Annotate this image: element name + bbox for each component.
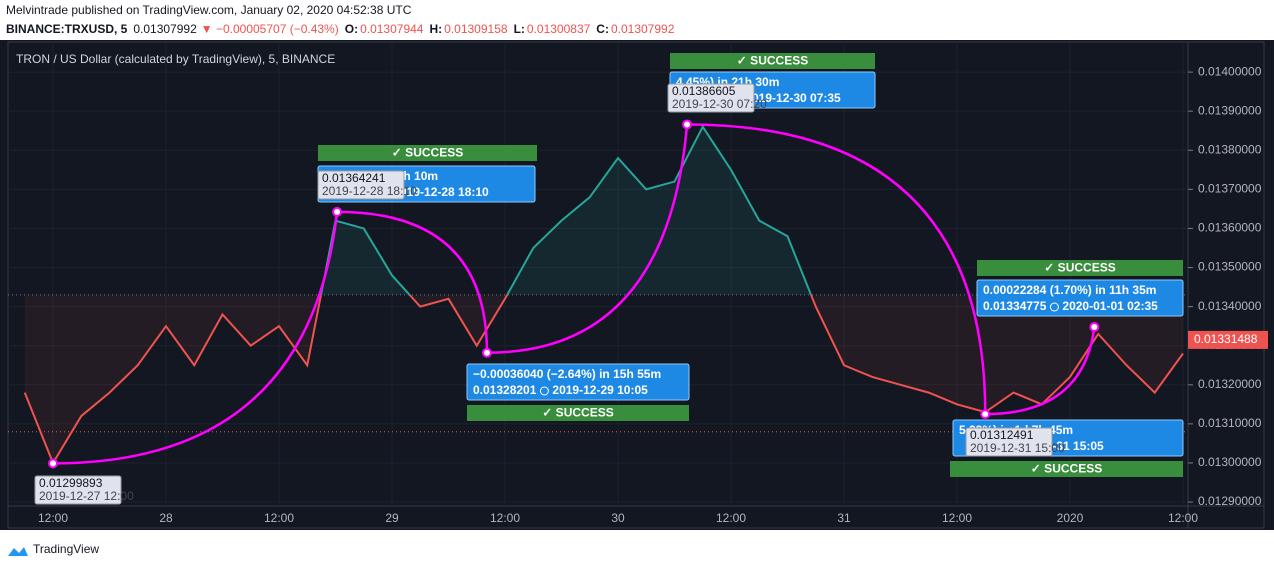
tooltip-price: 0.01312491 xyxy=(970,428,1034,442)
annotation-point xyxy=(481,347,492,358)
x-tick-label: 12:00 xyxy=(264,511,294,525)
y-tick-label: 0.01320000 xyxy=(1198,377,1262,391)
arc xyxy=(337,210,489,353)
success-box xyxy=(950,461,1183,477)
area-below xyxy=(24,294,1183,463)
header-field: ▼ −0.00005707 (−0.43%) xyxy=(201,22,339,36)
last-price-box xyxy=(1188,330,1268,349)
annotation-point xyxy=(682,119,693,130)
arc xyxy=(985,326,1096,416)
tooltip-time: 2019-12-28 18:10 xyxy=(322,184,417,198)
brand: TradingView xyxy=(33,542,99,556)
result-price: 0.01334775 xyxy=(983,299,1047,313)
success-box xyxy=(318,145,537,161)
annotation-point xyxy=(980,409,991,420)
tooltip-box xyxy=(317,170,405,200)
success-label: ✓ SUCCESS xyxy=(542,406,613,420)
y-tick-label: 0.01360000 xyxy=(1198,221,1262,235)
x-tick-label: 28 xyxy=(159,511,173,525)
success-box xyxy=(977,260,1183,276)
x-tick-label: 12:00 xyxy=(716,511,746,525)
result-change: −0.00036040 (−2.64%) in 15h 55m xyxy=(473,367,661,381)
y-tick-label: 0.01310000 xyxy=(1198,416,1262,430)
success-box xyxy=(670,53,875,69)
tooltip-price: 0.01364241 xyxy=(322,171,386,185)
x-tick-label: 12:00 xyxy=(942,511,972,525)
tooltip-time: 2019-12-27 12:00 xyxy=(39,489,134,503)
y-tick-label: 0.01290000 xyxy=(1198,494,1262,508)
y-tick-label: 0.01390000 xyxy=(1198,103,1262,117)
success-label: ✓ SUCCESS xyxy=(1031,462,1102,476)
success-label: ✓ SUCCESS xyxy=(737,54,808,68)
result-time: 2019-12-29 10:05 xyxy=(552,383,648,397)
annotation-point xyxy=(332,206,343,217)
annotation-point xyxy=(48,458,58,469)
tooltip-price: 0.01299893 xyxy=(39,476,103,490)
tooltip-time: 2019-12-31 15:00 xyxy=(970,441,1065,455)
x-tick-label: 29 xyxy=(385,511,399,525)
header-field: 0.01307992 xyxy=(133,22,197,36)
arc xyxy=(687,123,987,415)
result-detail: 019-12-30 07:35 xyxy=(752,91,841,105)
header-field: 0.01309158 xyxy=(444,22,508,36)
result-time: 2020-01-01 02:35 xyxy=(1062,299,1158,313)
y-tick-label: 0.01400000 xyxy=(1198,64,1262,78)
tooltip-price: 0.01386605 xyxy=(672,84,736,98)
header-field: O: xyxy=(345,22,358,36)
last-price-label: 0.01331488 xyxy=(1194,332,1258,346)
x-tick-label: 31 xyxy=(837,511,851,525)
result-detail: 019-12-28 18:10 xyxy=(400,185,489,199)
result-box xyxy=(976,279,1184,317)
y-tick-label: 0.01380000 xyxy=(1198,142,1262,156)
success-box xyxy=(467,405,689,421)
chart-frame xyxy=(7,41,1265,529)
header-line: Melvintrade published on TradingView.com… xyxy=(6,3,412,17)
tooltip-box xyxy=(667,83,755,113)
chart-title: TRON / US Dollar (calculated by TradingV… xyxy=(16,52,335,66)
x-tick-label: 12:00 xyxy=(38,511,68,525)
price-line-below xyxy=(23,294,1184,466)
result-change: 0.00022284 (1.70%) in 11h 35m xyxy=(983,283,1156,297)
x-tick-label: 30 xyxy=(611,511,625,525)
clock-icon xyxy=(539,386,549,396)
logo xyxy=(8,547,28,556)
result-box xyxy=(466,363,690,401)
tooltip-time: 2019-12-30 07:20 xyxy=(672,97,767,111)
header-field: 0.01307992 xyxy=(611,22,675,36)
result-price: 0.01328201 xyxy=(473,383,537,397)
success-label: ✓ SUCCESS xyxy=(392,146,463,160)
tooltip-box xyxy=(965,427,1053,457)
clock-icon xyxy=(1049,302,1059,312)
price-line-above xyxy=(319,124,813,295)
y-tick-label: 0.01340000 xyxy=(1198,299,1262,313)
y-tick-label: 0.01300000 xyxy=(1198,455,1262,469)
x-tick-label: 12:00 xyxy=(490,511,520,525)
y-tick-label: 0.01370000 xyxy=(1198,182,1262,196)
success-label: ✓ SUCCESS xyxy=(1044,261,1115,275)
header-field: L: xyxy=(514,22,525,36)
header-field: H: xyxy=(429,22,442,36)
x-tick-label: 2020 xyxy=(1057,511,1084,525)
header-field: C: xyxy=(596,22,609,36)
tooltip-box xyxy=(34,475,122,505)
y-tick-label: 0.01350000 xyxy=(1198,260,1262,274)
header-field: 0.01300837 xyxy=(527,22,591,36)
x-tick-label: 12:00 xyxy=(1168,511,1198,525)
arc xyxy=(486,124,689,354)
header-field: 0.01307944 xyxy=(360,22,424,36)
annotation-point xyxy=(1089,322,1100,333)
header-field: BINANCE:TRXUSD, 5 xyxy=(6,22,128,36)
arc xyxy=(52,211,339,465)
area-above xyxy=(24,126,1183,295)
